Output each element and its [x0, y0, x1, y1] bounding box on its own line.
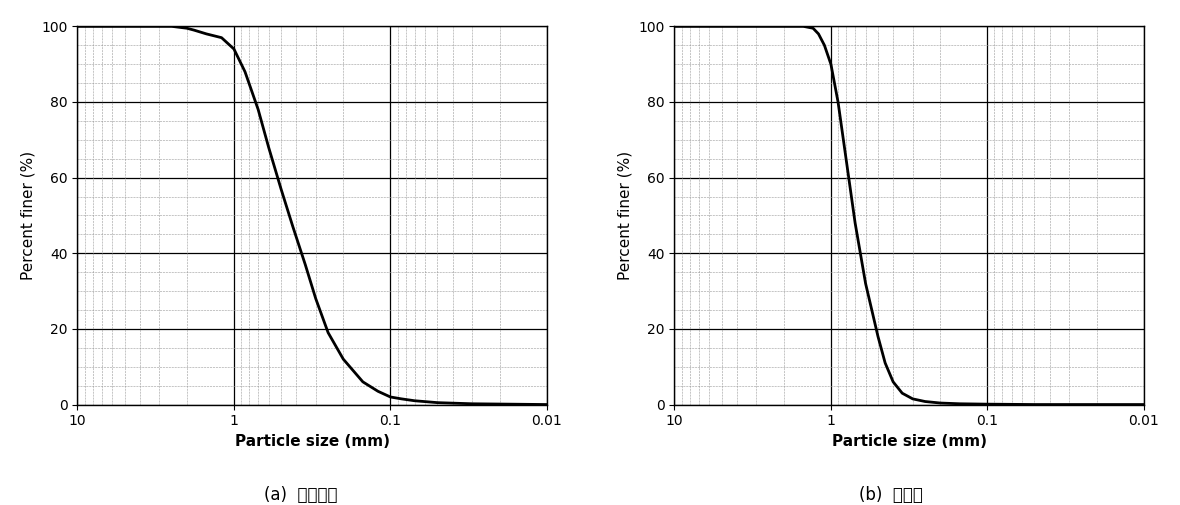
Y-axis label: Percent finer (%): Percent finer (%) — [21, 151, 35, 280]
Y-axis label: Percent finer (%): Percent finer (%) — [618, 151, 632, 280]
X-axis label: Particle size (mm): Particle size (mm) — [832, 434, 986, 449]
Text: (b)  산호사: (b) 산호사 — [859, 486, 923, 504]
X-axis label: Particle size (mm): Particle size (mm) — [235, 434, 389, 449]
Text: (a)  제주해사: (a) 제주해사 — [264, 486, 337, 504]
